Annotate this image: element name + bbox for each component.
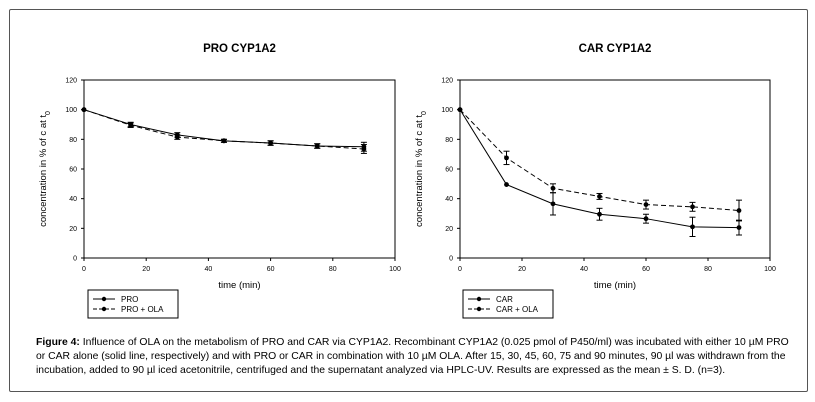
data-point [550, 185, 556, 191]
figure-caption: Figure 4: Influence of OLA on the metabo… [36, 336, 796, 378]
data-point [314, 143, 320, 149]
x-tick-label: 40 [580, 266, 588, 273]
legend-label: PRO + OLA [121, 305, 164, 314]
data-point [174, 134, 180, 140]
legend-box [462, 289, 554, 319]
y-tick-label: 40 [445, 196, 453, 203]
x-tick-label: 60 [642, 266, 650, 273]
y-tick-label: 100 [441, 107, 453, 114]
y-axis-label-subscript: 0 [421, 111, 428, 115]
data-point [457, 107, 463, 113]
caption-text: Influence of OLA on the metabolism of PR… [36, 337, 789, 376]
chart-title: PRO CYP1A2 [203, 43, 276, 55]
y-tick-label: 20 [445, 226, 453, 233]
y-tick-label: 0 [449, 256, 453, 263]
y-tick-label: 0 [73, 256, 77, 263]
series-dashed [457, 107, 742, 222]
x-tick-label: 20 [142, 266, 150, 273]
data-point [504, 182, 509, 187]
x-tick-label: 60 [267, 266, 275, 273]
data-point [128, 122, 134, 128]
series-solid [457, 107, 742, 237]
chart-2: CAR CYP1A2 0 20 40 60 80 100 120 0 20 40 60 80 100 tim… [414, 43, 776, 319]
data-point [736, 208, 742, 213]
y-tick-label: 20 [69, 226, 77, 233]
data-point [736, 225, 742, 230]
data-point [268, 140, 273, 146]
series-dashed [81, 107, 367, 154]
data-point [550, 201, 556, 207]
plot-area [459, 79, 771, 259]
y-axis-label: concentration in % of c at t0 [414, 111, 428, 227]
x-tick-label: 80 [704, 266, 712, 273]
x-axis-label: time (min) [594, 280, 636, 291]
y-axis-label: concentration in % of c at t0 [38, 111, 52, 227]
x-tick-label: 80 [329, 266, 337, 273]
x-tick-label: 0 [458, 266, 462, 273]
x-tick-label: 40 [205, 266, 213, 273]
series-solid [81, 107, 367, 152]
legend-label: CAR [496, 295, 513, 304]
y-tick-label: 40 [69, 196, 77, 203]
y-tick-label: 120 [65, 78, 77, 85]
x-tick-label: 100 [389, 266, 401, 273]
y-tick-label: 100 [65, 107, 77, 114]
y-tick-label: 60 [69, 167, 77, 174]
data-point [643, 202, 649, 208]
data-point [221, 138, 227, 144]
x-tick-label: 100 [764, 266, 776, 273]
data-point [361, 146, 367, 152]
data-point [690, 224, 695, 230]
chart-title: CAR CYP1A2 [579, 43, 652, 55]
y-axis-label-subscript: 0 [45, 111, 52, 115]
legend-marker [101, 296, 107, 302]
caption-label: Figure 4: [36, 337, 80, 348]
data-point [81, 107, 87, 113]
x-tick-label: 20 [518, 266, 526, 273]
data-point [504, 155, 509, 161]
data-point [597, 211, 602, 217]
data-point [643, 216, 649, 222]
data-point [597, 194, 602, 199]
legend-marker [476, 306, 482, 312]
x-axis-label: time (min) [218, 280, 260, 291]
y-tick-label: 120 [441, 78, 453, 85]
y-tick-label: 80 [69, 137, 77, 144]
legend-marker [101, 306, 107, 312]
figure-frame [9, 9, 808, 392]
data-point [690, 204, 695, 210]
legend-label: PRO [121, 295, 138, 304]
legend-box [87, 289, 179, 319]
y-tick-label: 60 [445, 167, 453, 174]
legend-label: CAR + OLA [496, 305, 539, 314]
plot-area [83, 79, 396, 259]
legend-marker [476, 296, 482, 302]
chart-1: PRO CYP1A2 0 20 40 60 80 100 120 0 20 40 60 80 100 tim… [38, 43, 401, 319]
y-tick-label: 80 [445, 137, 453, 144]
x-tick-label: 0 [82, 266, 86, 273]
